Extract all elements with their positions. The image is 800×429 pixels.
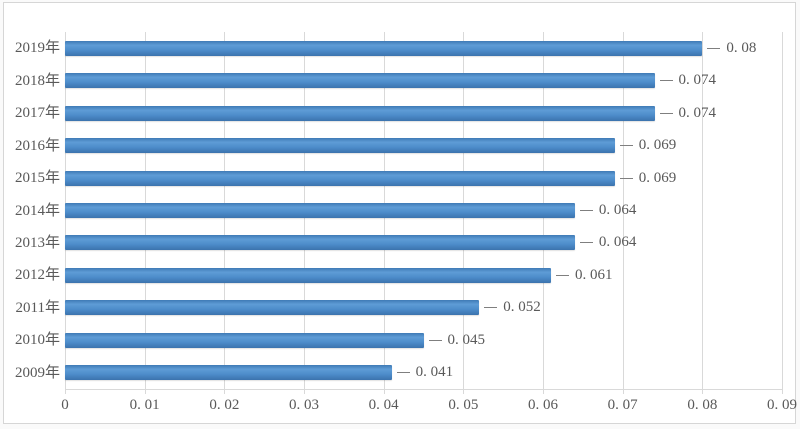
category-label: 2010年 bbox=[14, 332, 60, 349]
category-label: 2009年 bbox=[14, 364, 60, 381]
bar bbox=[65, 267, 551, 283]
bar bbox=[65, 235, 575, 251]
plot-area: 0. 08 0. 074 0. 074 0. 069 0. 069 0. 064 0. 06… bbox=[65, 32, 783, 394]
x-tick-label: 0 bbox=[61, 397, 69, 413]
x-tick-label: 0. 07 bbox=[607, 397, 638, 413]
x-axis-labels: 0 0. 01 0. 02 0. 03 0. 04 0. 05 0. 06 0. 07 0. 0… bbox=[61, 397, 797, 417]
leader-line bbox=[579, 242, 593, 244]
bar bbox=[65, 332, 424, 348]
category-label: 2016年 bbox=[14, 137, 60, 154]
bar bbox=[65, 203, 575, 218]
value-label-group: 0. 052 bbox=[484, 299, 541, 317]
value-label: 0. 045 bbox=[447, 331, 486, 348]
leader-line bbox=[659, 80, 673, 82]
value-label-group: 0. 08 bbox=[707, 39, 756, 57]
x-axis-line bbox=[65, 389, 782, 390]
value-label-group: 0. 069 bbox=[619, 137, 677, 155]
leader-line bbox=[579, 210, 593, 211]
category-label: 2012年 bbox=[14, 267, 60, 284]
value-label-group: 0. 064 bbox=[579, 234, 637, 252]
leader-line bbox=[484, 307, 498, 309]
x-tick-label: 0. 04 bbox=[368, 397, 399, 413]
value-label-group: 0. 074 bbox=[659, 104, 717, 122]
value-label: 0. 08 bbox=[726, 39, 757, 56]
x-tick-label: 0. 03 bbox=[289, 397, 319, 413]
value-label: 0. 041 bbox=[415, 364, 454, 381]
gridline bbox=[782, 32, 783, 394]
gridline bbox=[702, 32, 704, 394]
leader-line bbox=[555, 274, 569, 276]
chart-frame: 0. 08 0. 074 0. 074 0. 069 0. 069 0. 064 0. 06… bbox=[3, 2, 797, 424]
x-tick-label: 0. 08 bbox=[687, 397, 718, 413]
value-label: 0. 069 bbox=[638, 169, 677, 186]
category-label: 2014年 bbox=[14, 202, 60, 219]
bar bbox=[65, 365, 392, 381]
gridline bbox=[622, 32, 624, 394]
leader-line bbox=[619, 177, 633, 179]
x-tick-label: 0. 06 bbox=[528, 397, 558, 413]
bar bbox=[65, 105, 655, 121]
value-label: 0. 074 bbox=[678, 72, 717, 89]
value-label: 0. 064 bbox=[598, 234, 637, 251]
value-label-group: 0. 069 bbox=[619, 169, 677, 187]
bar bbox=[65, 40, 703, 56]
category-label: 2019年 bbox=[14, 40, 60, 57]
bar bbox=[65, 170, 615, 186]
leader-line bbox=[428, 339, 442, 341]
category-label: 2013年 bbox=[14, 234, 60, 251]
y-axis-labels: 2019年 2018年 2017年 2016年 2015年 2014年 2013年 2012年… bbox=[8, 32, 60, 389]
value-label: 0. 052 bbox=[503, 299, 541, 316]
x-tick-label: 0. 02 bbox=[209, 397, 240, 413]
category-label: 2018年 bbox=[14, 72, 60, 89]
leader-line bbox=[396, 372, 410, 374]
bar bbox=[65, 300, 480, 316]
value-label: 0. 074 bbox=[678, 104, 717, 121]
bar bbox=[65, 138, 615, 154]
x-tick-label: 0. 05 bbox=[448, 397, 479, 413]
x-tick-label: 0. 01 bbox=[129, 397, 160, 413]
value-label-group: 0. 064 bbox=[579, 202, 637, 220]
bar bbox=[65, 73, 655, 89]
x-tick-label: 0. 09 bbox=[767, 397, 797, 413]
leader-line bbox=[619, 145, 633, 147]
value-label-group: 0. 041 bbox=[396, 364, 454, 382]
value-label: 0. 064 bbox=[598, 202, 637, 218]
value-label-group: 0. 061 bbox=[555, 266, 613, 284]
value-label: 0. 069 bbox=[638, 137, 677, 154]
value-label: 0. 061 bbox=[574, 266, 613, 283]
value-label-group: 0. 045 bbox=[428, 331, 486, 349]
category-label: 2011年 bbox=[15, 299, 60, 316]
leader-line bbox=[707, 47, 721, 49]
category-label: 2015年 bbox=[14, 170, 60, 187]
category-label: 2017年 bbox=[14, 105, 60, 122]
value-label-group: 0. 074 bbox=[659, 72, 717, 90]
leader-line bbox=[659, 112, 673, 114]
